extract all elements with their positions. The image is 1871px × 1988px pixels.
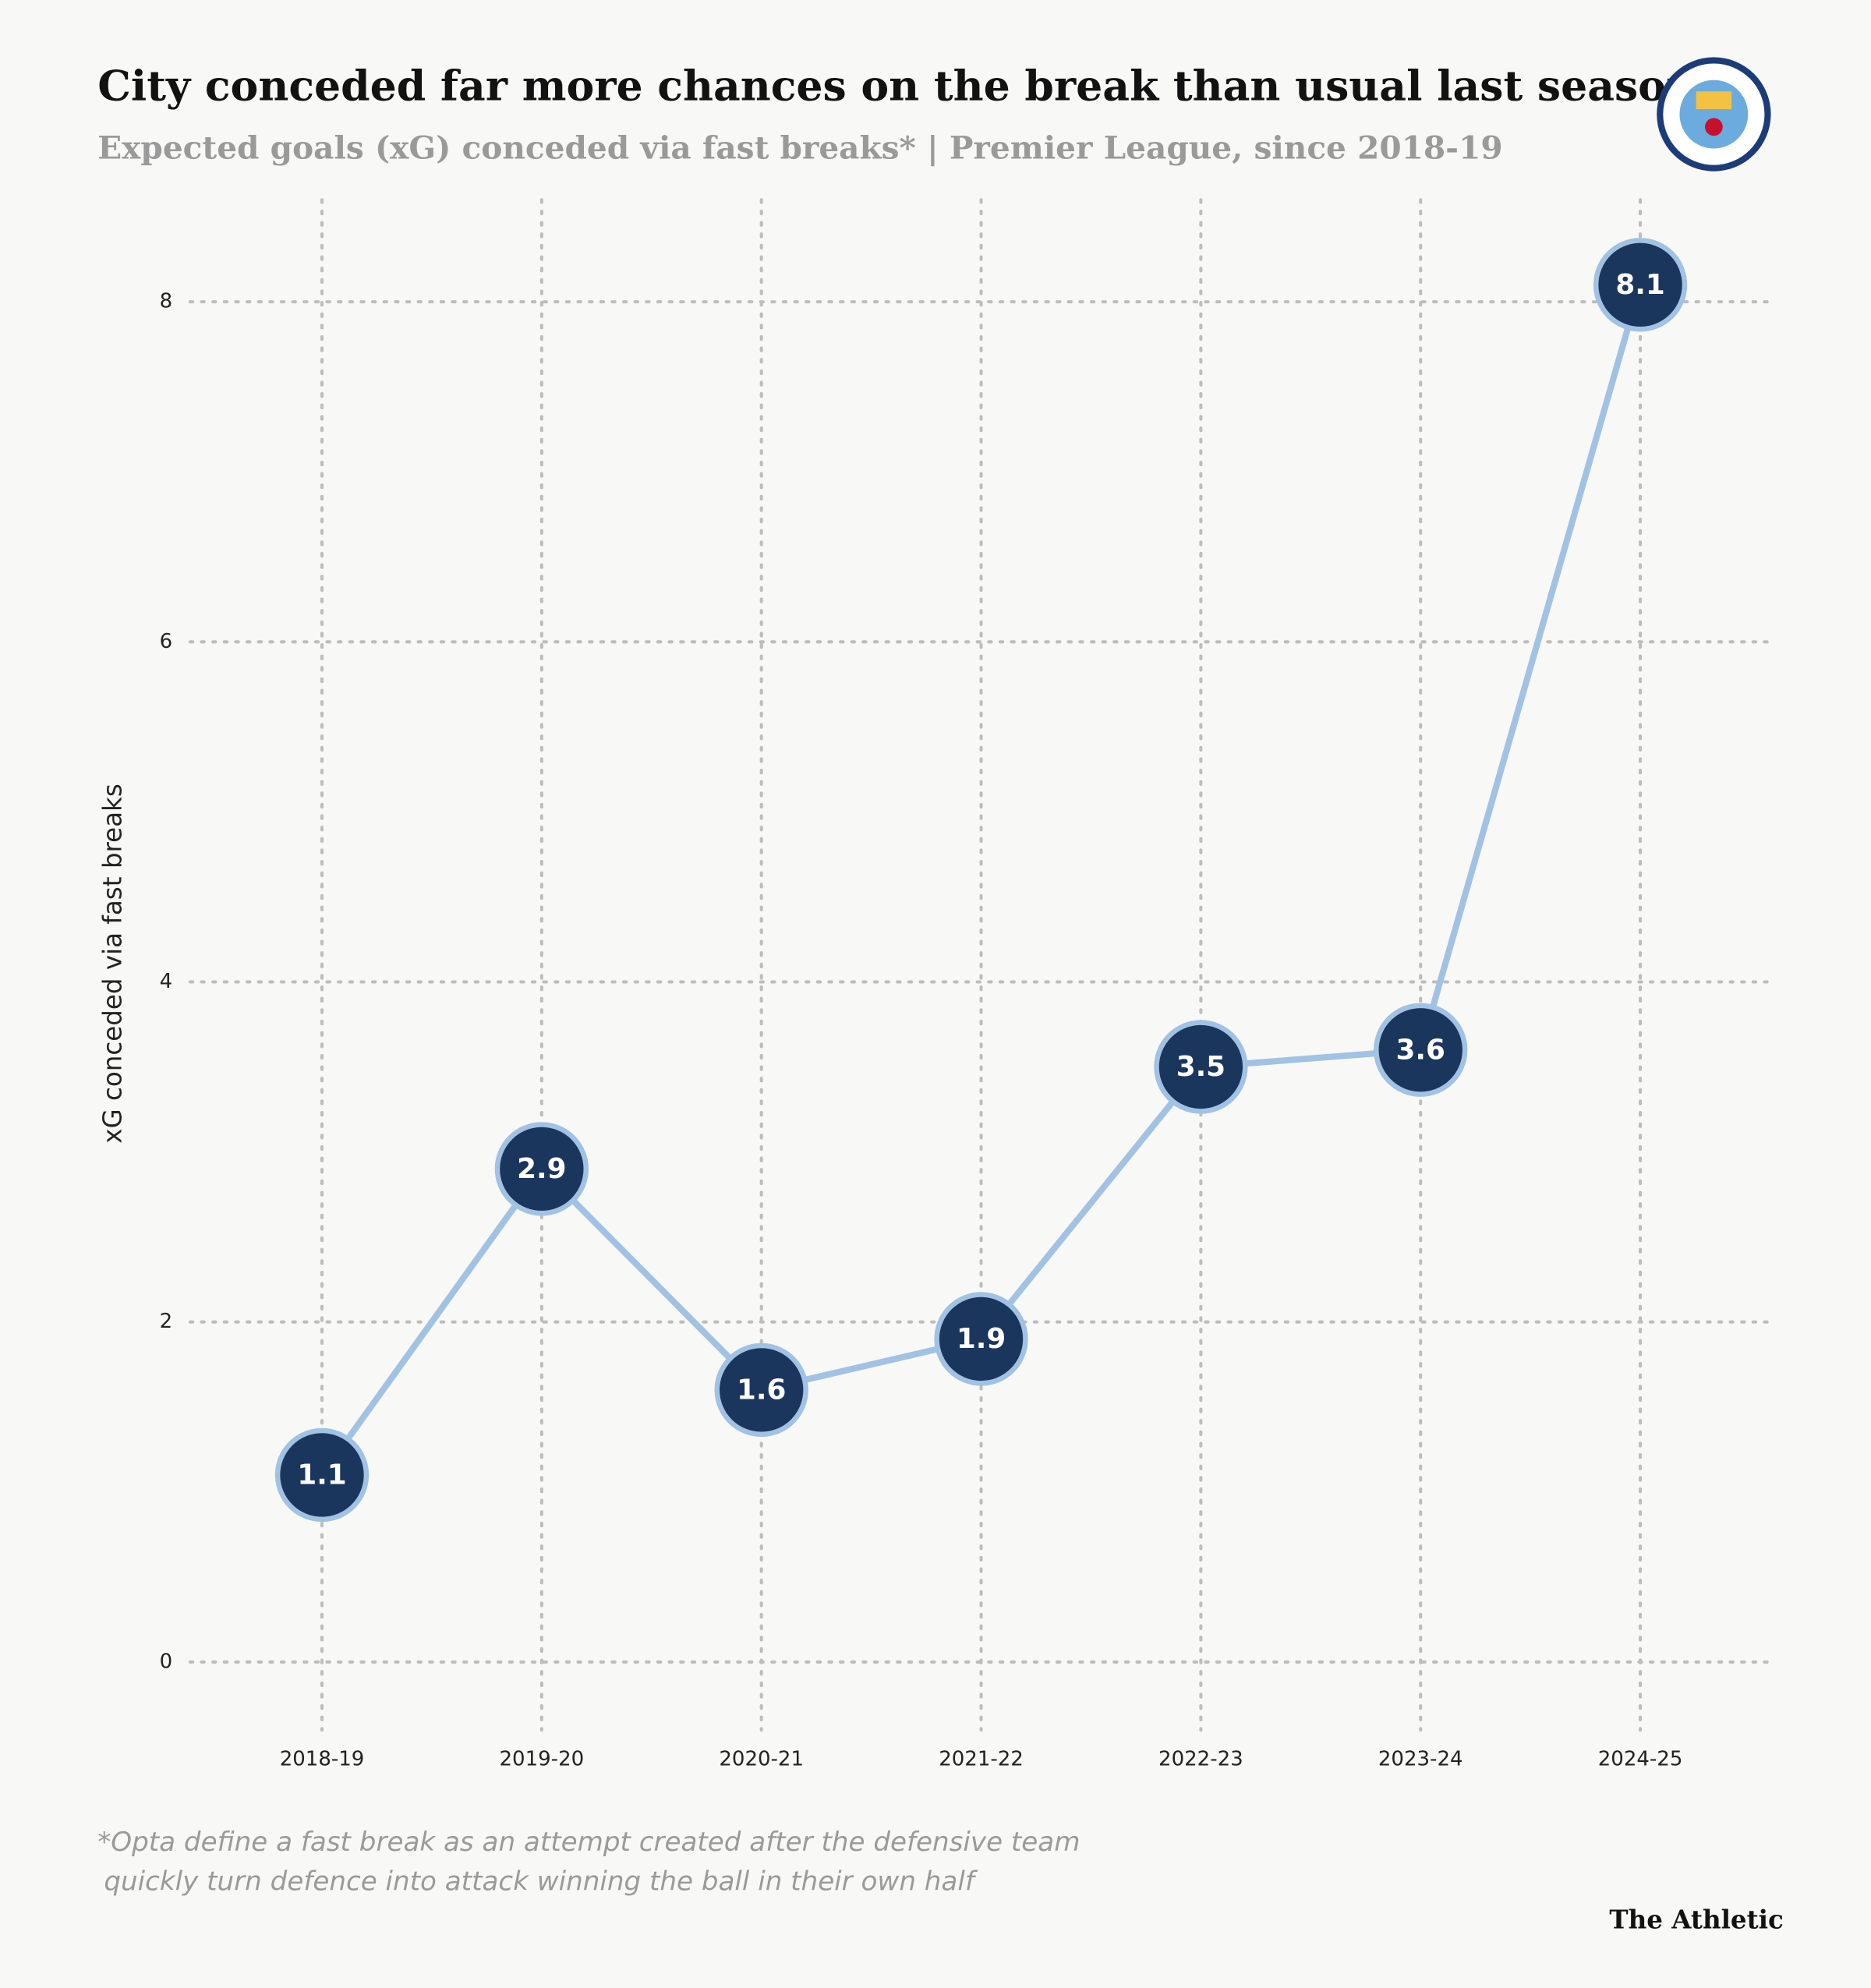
footnote: quickly turn defence into attack winning… — [104, 1866, 978, 1898]
y-tick-label: 6 — [160, 630, 173, 653]
chart-title: City conceded far more chances on the br… — [97, 62, 1696, 111]
y-tick-label: 8 — [160, 290, 173, 313]
data-label: 1.6 — [737, 1374, 786, 1406]
x-tick-label: 2019-20 — [500, 1748, 585, 1771]
y-tick-label: 0 — [160, 1650, 173, 1673]
club-logo — [1657, 57, 1771, 172]
data-label: 2.9 — [517, 1153, 566, 1185]
x-tick-label: 2021-22 — [939, 1748, 1024, 1771]
chart-subtitle: Expected goals (xG) conceded via fast br… — [97, 129, 1502, 167]
point-marker — [494, 1122, 589, 1216]
data-label: 1.9 — [957, 1323, 1006, 1355]
point-marker — [274, 1427, 370, 1523]
data-label: 8.1 — [1615, 269, 1664, 301]
footnote: *Opta define a fast break as an attempt … — [97, 1827, 1080, 1858]
y-axis-label: xG conceded via fast breaks — [97, 784, 127, 1144]
x-tick-label: 2024-25 — [1598, 1748, 1683, 1771]
x-tick-label: 2018-19 — [280, 1748, 365, 1771]
source: The Athletic — [1609, 1904, 1783, 1934]
point-marker — [934, 1292, 1028, 1386]
point-marker — [1154, 1020, 1248, 1114]
y-tick-label: 4 — [160, 970, 173, 993]
x-tick-label: 2022-23 — [1158, 1748, 1243, 1771]
data-label: 1.1 — [297, 1459, 346, 1491]
x-tick-label: 2023-24 — [1378, 1748, 1463, 1771]
data-label: 3.6 — [1396, 1034, 1445, 1066]
y-tick-label: 2 — [160, 1310, 173, 1333]
point-marker — [1374, 1003, 1468, 1097]
point-marker — [714, 1342, 808, 1438]
point-marker — [1593, 238, 1688, 332]
x-tick-label: 2020-21 — [719, 1748, 804, 1771]
data-label: 3.5 — [1176, 1051, 1226, 1083]
